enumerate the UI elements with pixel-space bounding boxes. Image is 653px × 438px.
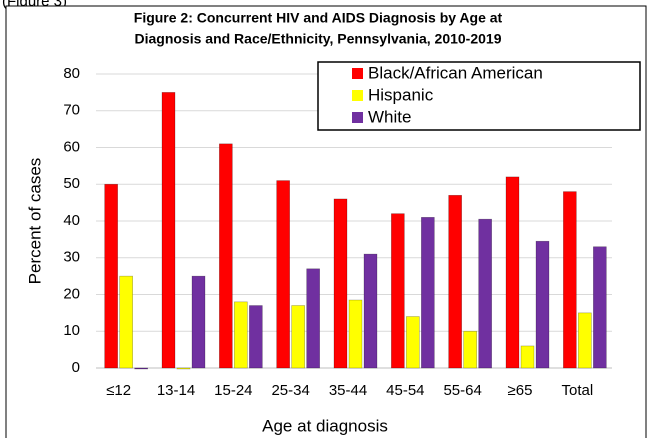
y-tick-label: 0 — [72, 359, 80, 376]
bar — [478, 218, 492, 369]
bar — [219, 143, 233, 369]
x-tick-label: 25-34 — [271, 382, 309, 399]
bar — [291, 305, 305, 369]
x-tick-label: 15-24 — [214, 382, 252, 399]
bar — [406, 316, 420, 369]
y-tick-label: 20 — [63, 285, 80, 302]
bar — [563, 191, 577, 369]
bar — [593, 246, 607, 369]
y-tick-label: 30 — [63, 249, 80, 266]
bar — [306, 268, 320, 369]
x-tick-label: ≥65 — [508, 382, 533, 399]
legend-swatch — [352, 90, 363, 101]
y-tick-label: 50 — [63, 175, 80, 192]
bar — [463, 330, 477, 369]
y-tick-label: 80 — [63, 65, 80, 82]
x-tick-label: 45-54 — [386, 382, 424, 399]
bar — [119, 275, 133, 369]
y-tick-label: 40 — [63, 212, 80, 229]
x-tick-label: 35-44 — [329, 382, 367, 399]
legend-label: White — [368, 107, 411, 126]
legend-label: Black/African American — [368, 63, 543, 82]
x-tick-label: 55-64 — [443, 382, 481, 399]
bar — [520, 345, 535, 369]
x-tick-label: ≤12 — [106, 382, 131, 399]
bar — [348, 299, 363, 369]
legend-box — [317, 61, 641, 131]
legend-label: Hispanic — [368, 85, 434, 104]
x-tick-label: 13-14 — [157, 382, 195, 399]
bar — [333, 198, 348, 369]
bar — [448, 194, 462, 369]
x-axis-label: Age at diagnosis — [262, 416, 388, 435]
bar — [421, 217, 435, 369]
bar — [234, 301, 248, 369]
y-axis-label: Percent of cases — [25, 158, 44, 285]
y-tick-label: 70 — [63, 102, 80, 119]
bar — [363, 253, 378, 369]
y-tick-label: 60 — [63, 138, 80, 155]
bar — [578, 312, 592, 369]
bar — [249, 305, 263, 369]
bar — [104, 183, 118, 369]
legend-swatch — [352, 68, 363, 79]
x-tick-label: Total — [561, 382, 593, 399]
bar — [161, 92, 176, 369]
bar — [134, 367, 148, 370]
bar — [276, 180, 290, 369]
y-tick-label: 10 — [63, 322, 80, 339]
bar — [535, 240, 550, 369]
bar — [391, 213, 405, 369]
bar — [176, 367, 191, 370]
bar — [191, 275, 206, 369]
chart-title: Figure 2: Concurrent HIV and AIDS Diagno… — [134, 10, 503, 26]
bar — [505, 176, 520, 369]
caption: (Figure 3) — [2, 0, 67, 10]
chart-title: Diagnosis and Race/Ethnicity, Pennsylvan… — [134, 31, 501, 47]
legend-swatch — [352, 112, 363, 123]
